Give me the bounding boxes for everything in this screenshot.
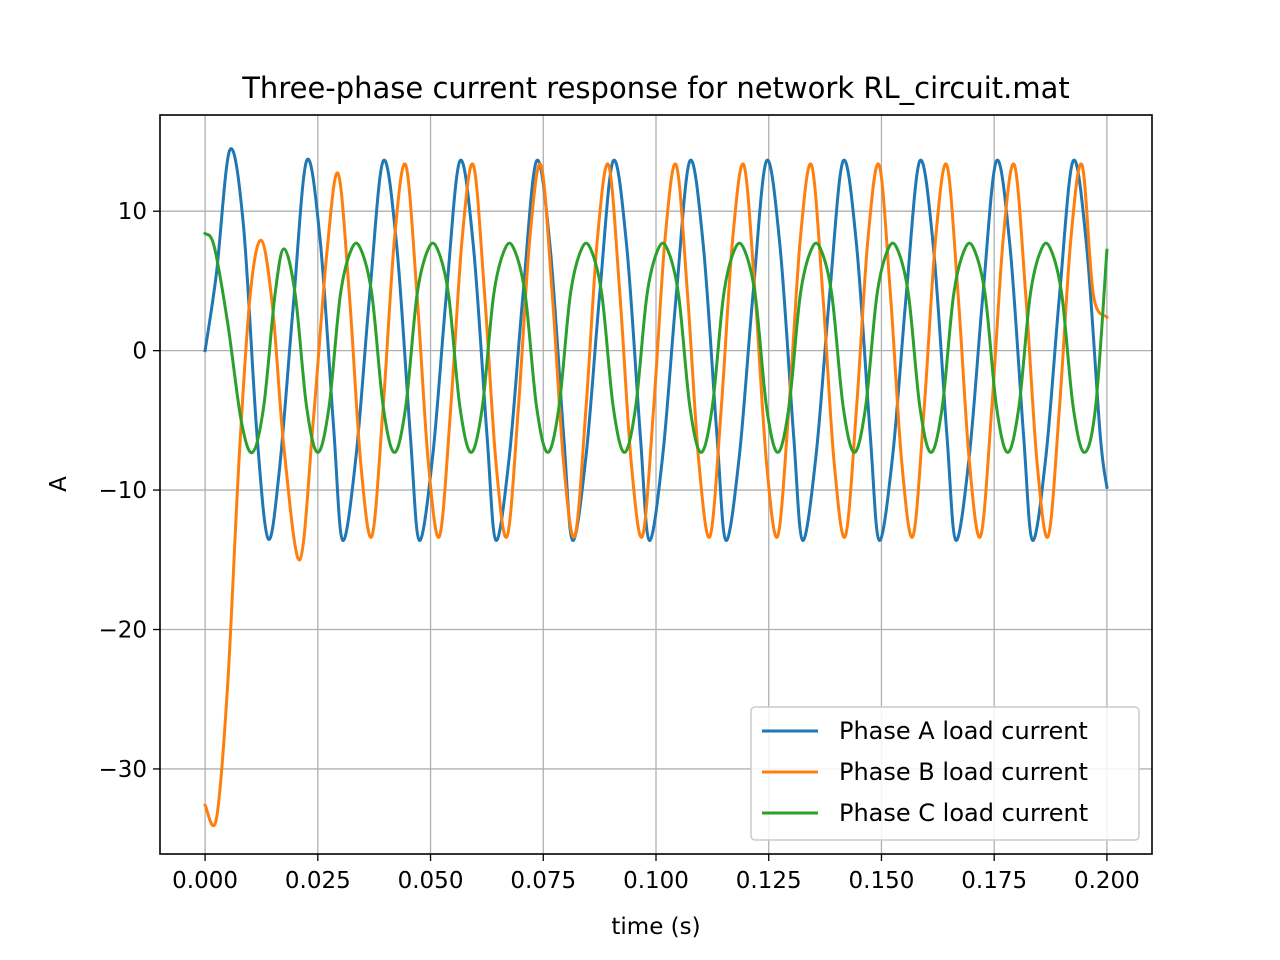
x-tick-label: 0.025 [285, 868, 351, 894]
phase-b-line [202, 162, 1109, 828]
y-tick-label: −30 [98, 757, 147, 783]
x-axis-label: time (s) [611, 914, 700, 940]
legend-box [750, 706, 1140, 841]
x-tick-label: 0.050 [398, 868, 464, 894]
y-tick-label: 10 [118, 199, 147, 225]
series-layer [202, 147, 1109, 828]
x-tick-label: 0.125 [736, 868, 802, 894]
x-tick-label: 0.150 [849, 868, 915, 894]
x-tick-label: 0.075 [510, 868, 576, 894]
chart-title: Three-phase current response for network… [241, 71, 1070, 105]
phase-a-line [203, 147, 1109, 542]
x-tick-label: 0.100 [623, 868, 689, 894]
x-tick-label: 0.200 [1074, 868, 1140, 894]
x-tick-label: 0.175 [961, 868, 1027, 894]
phase-c-line [202, 231, 1109, 455]
legend-label: Phase B load current [839, 758, 1088, 786]
legend: Phase A load current Phase B load current… [750, 706, 1140, 841]
legend-label: Phase A load current [839, 717, 1088, 745]
y-tick-label: −10 [98, 478, 147, 504]
tick-layer: 0.000 0.025 0.050 0.075 0.100 0.125 0.150 0.175… [98, 199, 1139, 894]
legend-label: Phase C load current [839, 799, 1088, 827]
y-axis-label: A [46, 476, 72, 492]
x-tick-label: 0.000 [172, 868, 238, 894]
y-tick-label: 0 [132, 339, 147, 365]
y-tick-label: −20 [98, 618, 147, 644]
